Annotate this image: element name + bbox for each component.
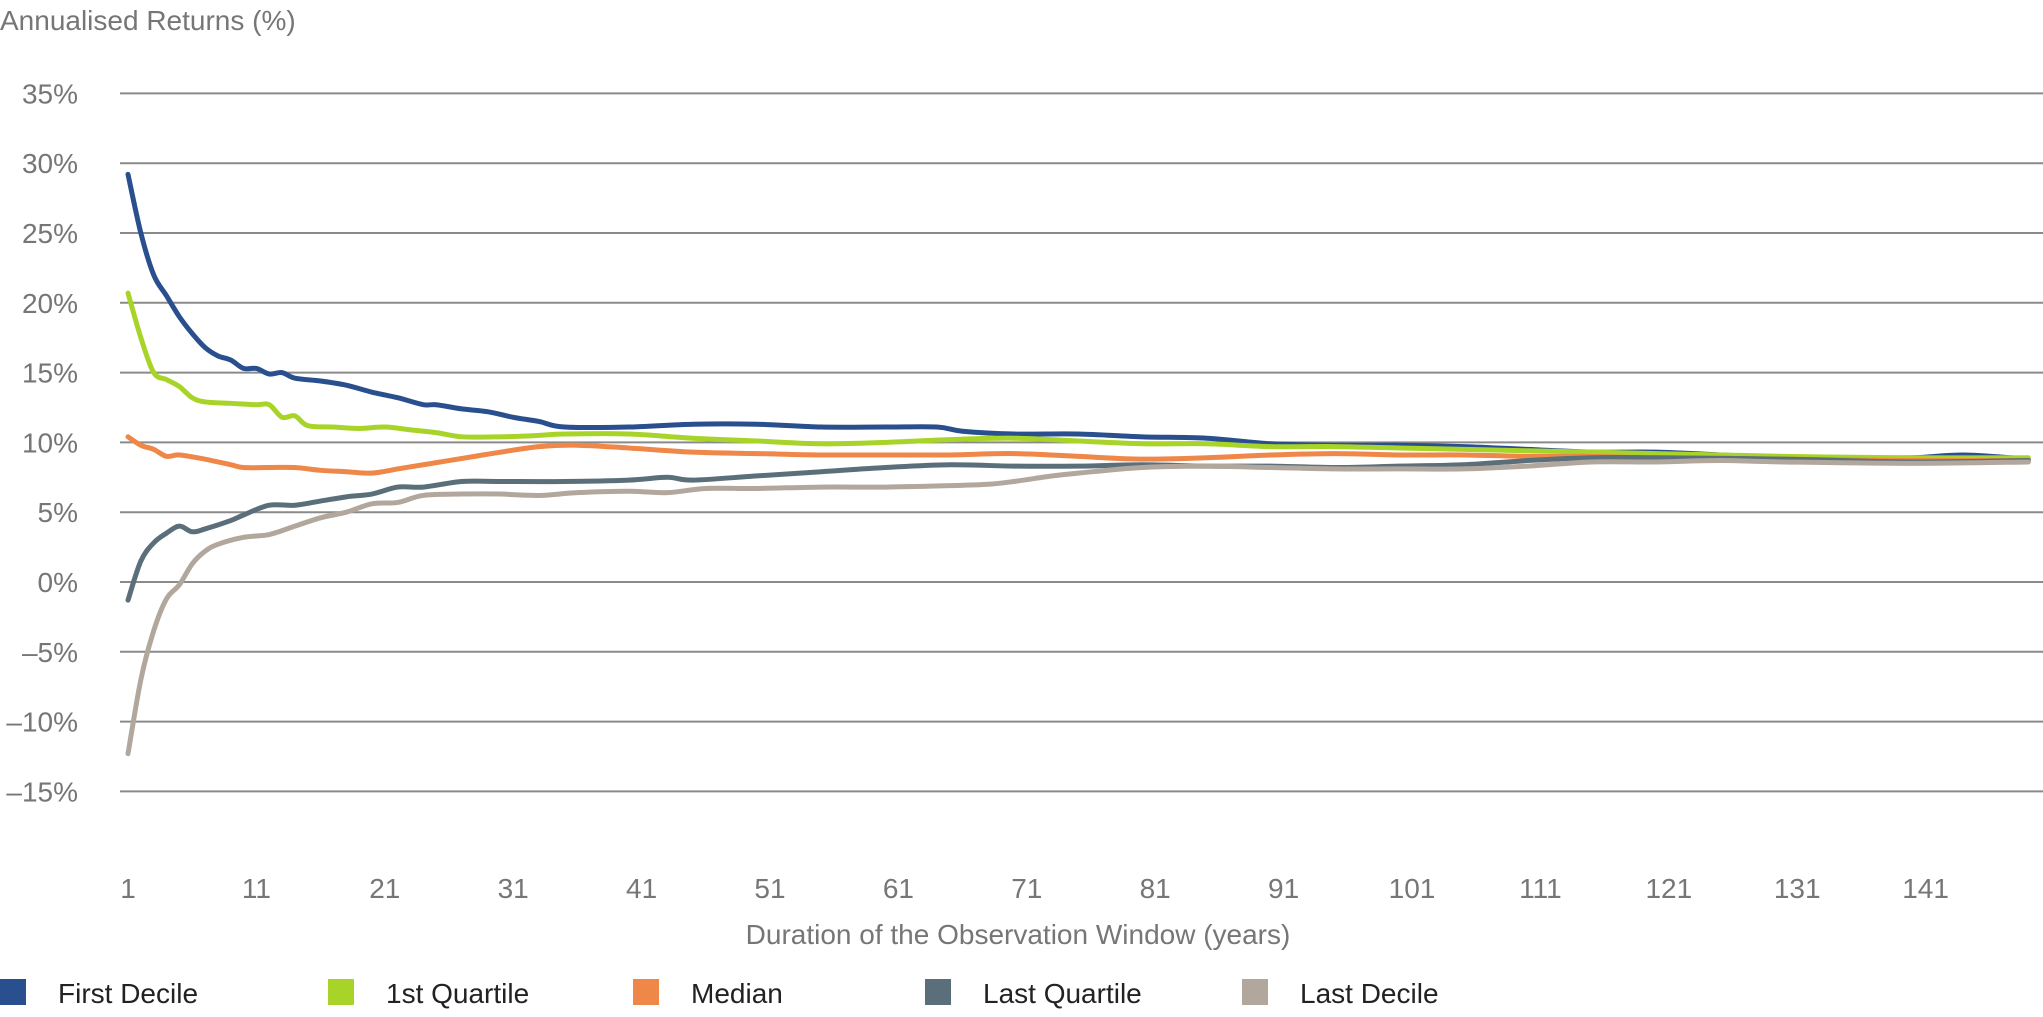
x-tick-label: 71 <box>1011 873 1042 904</box>
x-tick-label: 61 <box>883 873 914 904</box>
y-tick-label: 25% <box>22 218 78 249</box>
legend-swatch <box>925 979 951 1005</box>
y-tick-label: 0% <box>38 567 78 598</box>
legend-swatch <box>1242 979 1268 1005</box>
series-line-first-decile <box>125 171 2031 462</box>
series-lines <box>125 171 2031 757</box>
y-tick-label: 20% <box>22 288 78 319</box>
series-line-median <box>125 434 2031 476</box>
y-tick-label: –5% <box>22 637 78 668</box>
x-tick-label: 81 <box>1140 873 1171 904</box>
legend-label: First Decile <box>58 978 198 1009</box>
x-axis-title: Duration of the Observation Window (year… <box>746 919 1291 950</box>
legend: First Decile 1st Quartile Median Last Quart… <box>0 978 1439 1009</box>
x-tick-label: 141 <box>1902 873 1949 904</box>
y-tick-labels: 35% 30% 25% 20% 15% 10% 5% 0% –5% –10% –15% <box>6 78 78 807</box>
y-tick-label: 30% <box>22 148 78 179</box>
x-tick-label: 31 <box>498 873 529 904</box>
series-line-last-decile <box>125 458 2031 757</box>
y-tick-label: 10% <box>22 427 78 458</box>
x-tick-label: 11 <box>242 873 271 904</box>
legend-label: Last Quartile <box>983 978 1142 1009</box>
x-tick-label: 101 <box>1389 873 1436 904</box>
x-tick-label: 91 <box>1268 873 1299 904</box>
x-tick-label: 121 <box>1645 873 1692 904</box>
y-tick-label: 15% <box>22 358 78 389</box>
legend-label: Last Decile <box>1300 978 1439 1009</box>
series-line-last-quartile <box>125 454 2031 603</box>
x-tick-label: 41 <box>626 873 657 904</box>
x-tick-label: 21 <box>369 873 400 904</box>
x-tick-labels: 1 11 21 31 41 51 61 71 81 91 101 111 121 131 141 <box>120 873 1949 904</box>
y-tick-label: –15% <box>6 776 78 807</box>
series-line-1st-quartile <box>125 290 2031 461</box>
y-tick-label: 5% <box>38 497 78 528</box>
legend-label: 1st Quartile <box>386 978 529 1009</box>
x-tick-label: 131 <box>1774 873 1821 904</box>
legend-swatch <box>633 979 659 1005</box>
legend-swatch <box>328 979 354 1005</box>
y-tick-label: –10% <box>6 707 78 738</box>
x-tick-label: 111 <box>1519 873 1562 904</box>
y-axis-title: Annualised Returns (%) <box>0 5 296 36</box>
y-tick-label: 35% <box>22 78 78 109</box>
x-tick-label: 51 <box>754 873 785 904</box>
legend-label: Median <box>691 978 783 1009</box>
legend-swatch <box>0 979 26 1005</box>
x-tick-label: 1 <box>120 873 136 904</box>
